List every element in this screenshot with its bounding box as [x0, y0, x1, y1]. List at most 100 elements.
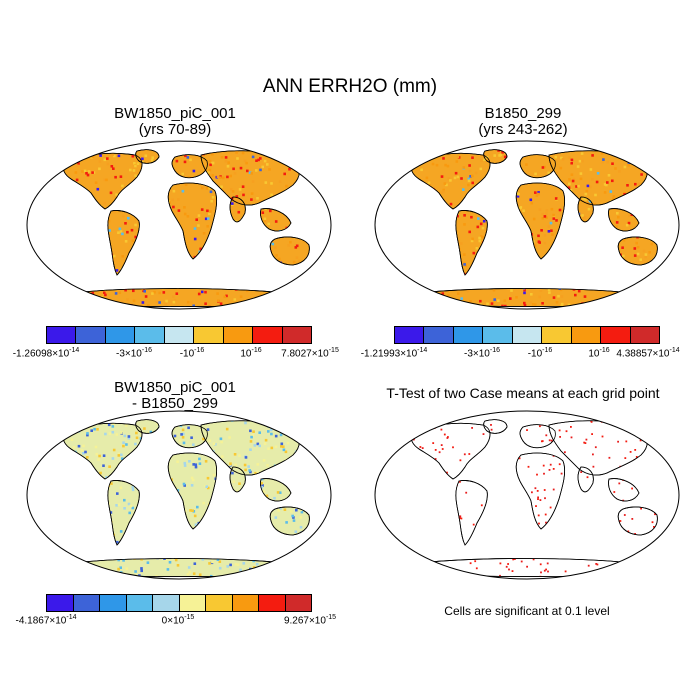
grid-cell: [625, 207, 629, 211]
grid-cell: [143, 207, 146, 211]
grid-cell: [110, 165, 114, 168]
grid-cell: [181, 436, 185, 439]
grid-cell: [537, 234, 540, 238]
grid-cell: [296, 557, 300, 560]
grid-cell: [383, 153, 386, 156]
grid-cell: [205, 283, 208, 287]
grid-cell: [242, 562, 246, 565]
grid-cell: [675, 255, 678, 258]
grid-cell: [315, 472, 318, 475]
grid-cell: [43, 579, 46, 581]
grid-cell: [74, 512, 77, 515]
grid-cell: [272, 473, 276, 476]
grid-cell: [315, 437, 318, 440]
grid-cell: [570, 161, 573, 165]
grid-cell: [46, 173, 49, 176]
grid-cell: [395, 232, 398, 235]
grid-cell: [32, 526, 35, 529]
grid-cell: [557, 239, 561, 243]
grid-cell: [532, 282, 536, 285]
grid-cell: [307, 288, 310, 292]
grid-cell: [588, 512, 591, 514]
grid-cell: [279, 433, 283, 437]
grid-cell: [491, 481, 494, 483]
grid-cell: [411, 214, 415, 217]
grid-cell: [32, 504, 35, 507]
grid-cell: [35, 430, 38, 433]
coastline: [519, 154, 556, 179]
grid-cell: [170, 266, 174, 270]
grid-cell: [426, 145, 429, 148]
grid-cell: [284, 279, 287, 283]
grid-cell: [642, 249, 646, 253]
grid-cell: [229, 419, 232, 421]
coastline: [63, 152, 143, 210]
grid-cell: [380, 239, 383, 242]
grid-cell: [590, 281, 594, 285]
grid-cell: [673, 482, 675, 484]
grid-cell: [322, 560, 325, 563]
grid-cell: [83, 498, 86, 502]
grid-cell: [152, 172, 155, 176]
grid-cell: [638, 155, 641, 159]
grid-cell: [44, 257, 47, 260]
grid-cell: [31, 233, 34, 236]
grid-cell: [614, 167, 617, 170]
grid-cell: [250, 172, 253, 175]
grid-cell: [498, 154, 501, 157]
grid-cell: [385, 546, 387, 548]
grid-cell: [660, 229, 663, 232]
grid-cell: [538, 295, 541, 299]
grid-cell: [251, 433, 254, 437]
grid-cell: [151, 202, 155, 206]
grid-cell: [91, 492, 94, 496]
grid-cell: [433, 307, 436, 310]
grid-cell: [596, 563, 599, 566]
grid-cell: [138, 278, 141, 282]
grid-cell: [194, 146, 197, 149]
grid-cell: [172, 300, 176, 304]
grid-cell: [329, 271, 332, 274]
grid-cell: [239, 568, 242, 572]
grid-cell: [665, 307, 668, 310]
grid-cell: [131, 252, 135, 256]
grid-cell: [135, 431, 138, 435]
grid-cell: [41, 204, 44, 207]
grid-cell: [421, 301, 425, 305]
grid-cell: [639, 552, 641, 555]
grid-cell: [278, 180, 282, 183]
grid-cell: [445, 183, 448, 187]
grid-cell: [489, 552, 492, 555]
grid-cell: [501, 473, 504, 476]
grid-cell: [198, 539, 202, 543]
grid-cell: [647, 499, 649, 502]
grid-cell: [469, 175, 472, 178]
grid-cell: [531, 147, 534, 150]
grid-cell: [119, 530, 123, 533]
grid-cell: [662, 537, 664, 539]
grid-cell: [586, 240, 590, 243]
grid-cell: [242, 575, 246, 577]
grid-cell: [205, 449, 209, 452]
grid-cell: [143, 527, 147, 531]
grid-cell: [481, 184, 484, 187]
grid-cell: [73, 505, 76, 508]
grid-cell: [660, 194, 663, 197]
grid-cell: [112, 448, 116, 452]
grid-cell: [161, 170, 165, 174]
grid-cell: [590, 421, 593, 423]
grid-cell: [583, 295, 587, 298]
grid-cell: [237, 210, 241, 214]
grid-cell: [48, 547, 51, 550]
grid-cell: [60, 158, 63, 161]
grid-cell: [510, 460, 512, 463]
grid-cell: [651, 521, 654, 524]
grid-cell: [611, 246, 615, 250]
grid-cell: [595, 531, 597, 533]
grid-cell: [257, 527, 261, 531]
grid-cell: [202, 279, 205, 282]
grid-cell: [650, 242, 654, 246]
grid-cell: [223, 295, 227, 299]
grid-cell: [487, 228, 490, 231]
grid-cell: [269, 277, 272, 281]
